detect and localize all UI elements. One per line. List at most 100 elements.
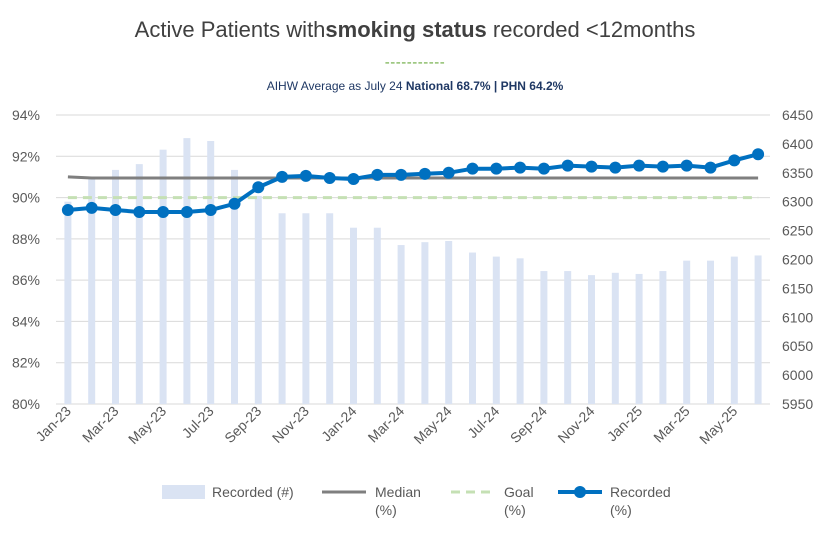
right-axis-ticks: 5950 6000 6050 6100 6150 6200 6250 6300 6350 6400… (782, 107, 813, 412)
bar-recorded-count (659, 271, 667, 404)
bar-recorded-count (254, 195, 262, 404)
right-tick-label: 6150 (782, 280, 813, 296)
bar-series (64, 138, 762, 404)
x-tick-label: Nov-24 (554, 403, 597, 446)
right-tick-label: 6300 (782, 194, 813, 210)
bar-recorded-count (302, 213, 310, 404)
point-recorded (133, 206, 146, 219)
point-recorded (299, 169, 312, 182)
line-series (61, 148, 765, 219)
x-axis-ticks: Jan-23 Mar-23 May-23 Jul-23 Sep-23 Nov-23 Jan-… (32, 403, 740, 447)
point-recorded (728, 154, 741, 167)
legend-label-goal-unit: (%) (504, 502, 526, 518)
bar-recorded-count (135, 164, 143, 404)
point-recorded (323, 171, 336, 184)
bar-recorded-count (754, 255, 762, 404)
bar-recorded-count (64, 201, 72, 404)
x-tick-label: Nov-23 (269, 403, 312, 446)
bar-recorded-count (88, 178, 96, 404)
legend-marker-recorded (574, 486, 586, 498)
title-divider: ----------- (385, 54, 445, 71)
left-axis-ticks: 80% 82% 84% 86% 88% 90% 92% 94% (12, 107, 40, 412)
x-tick-label: Mar-24 (365, 403, 408, 446)
legend-item-median: Median (%) (322, 484, 421, 518)
right-tick-label: 6350 (782, 165, 813, 181)
point-recorded (514, 161, 527, 174)
right-tick-label: 6400 (782, 136, 813, 152)
x-tick-label: May-25 (696, 403, 740, 447)
bar-recorded-count (730, 256, 738, 404)
legend-label-goal: Goal (504, 484, 534, 500)
point-recorded (371, 168, 384, 181)
point-recorded (633, 159, 646, 172)
point-recorded (752, 148, 765, 161)
left-tick-label: 86% (12, 272, 40, 288)
x-tick-label: Jul-23 (179, 403, 217, 441)
bar-recorded-count (397, 245, 405, 404)
point-recorded (418, 167, 431, 180)
legend-label-median: Median (375, 484, 421, 500)
point-recorded (347, 172, 360, 185)
point-recorded (442, 166, 455, 179)
point-recorded (109, 203, 122, 216)
point-recorded (204, 203, 217, 216)
left-tick-label: 90% (12, 190, 40, 206)
bar-recorded-count (421, 242, 429, 404)
point-recorded (704, 161, 717, 174)
point-recorded (61, 203, 74, 216)
x-tick-label: Jan-24 (318, 403, 360, 445)
right-tick-label: 5950 (782, 396, 813, 412)
point-recorded (656, 160, 669, 173)
legend: Recorded (#) Median (%) Goal (%) Recorde… (162, 484, 671, 518)
subtitle-part-1: AIHW Average as July 24 (267, 79, 406, 93)
bar-recorded-count (540, 271, 548, 404)
x-tick-label: Sep-23 (221, 403, 264, 446)
left-tick-label: 88% (12, 231, 40, 247)
bar-recorded-count (183, 138, 191, 404)
bar-recorded-count (683, 260, 691, 404)
point-recorded (85, 201, 98, 214)
title-part-2: smoking status (325, 17, 486, 42)
right-tick-label: 6050 (782, 338, 813, 354)
point-recorded (680, 159, 693, 172)
x-tick-label: Mar-23 (79, 403, 122, 446)
bar-recorded-count (278, 213, 286, 404)
legend-item-goal: Goal (%) (451, 484, 534, 518)
bar-recorded-count (707, 260, 714, 404)
legend-swatch-bar (162, 485, 205, 499)
point-recorded (561, 159, 574, 172)
legend-label-recorded-pct-unit: (%) (610, 502, 632, 518)
legend-label-recorded-count: Recorded (#) (212, 484, 294, 500)
bar-recorded-count (231, 169, 238, 404)
left-tick-label: 82% (12, 355, 40, 371)
bar-recorded-count (611, 272, 619, 404)
point-recorded (276, 170, 289, 183)
point-recorded (180, 206, 193, 219)
x-tick-label: Jan-25 (604, 403, 646, 445)
right-tick-label: 6200 (782, 252, 813, 268)
bar-recorded-count (112, 169, 119, 404)
x-tick-label: May-24 (410, 403, 454, 447)
left-tick-label: 80% (12, 396, 40, 412)
bar-recorded-count (469, 252, 476, 404)
right-tick-label: 6450 (782, 107, 813, 123)
title-part-1: Active Patients with (135, 17, 326, 42)
bar-recorded-count (159, 149, 167, 404)
point-recorded (466, 162, 479, 175)
chart-title: Active Patients withsmoking status recor… (135, 17, 696, 42)
x-tick-label: Jul-24 (464, 403, 502, 441)
x-tick-label: Mar-25 (650, 403, 693, 446)
bar-recorded-count (445, 241, 453, 404)
bar-recorded-count (350, 227, 357, 404)
line-median (67, 175, 759, 180)
point-recorded (252, 181, 265, 194)
bar-recorded-count (516, 258, 524, 404)
bar-recorded-count (326, 213, 334, 404)
left-tick-label: 84% (12, 313, 40, 329)
subtitle-part-2: National 68.7% | PHN 64.2% (406, 79, 564, 93)
bar-recorded-count (207, 141, 215, 404)
point-recorded (395, 168, 408, 181)
legend-item-recorded-count: Recorded (#) (162, 484, 294, 500)
